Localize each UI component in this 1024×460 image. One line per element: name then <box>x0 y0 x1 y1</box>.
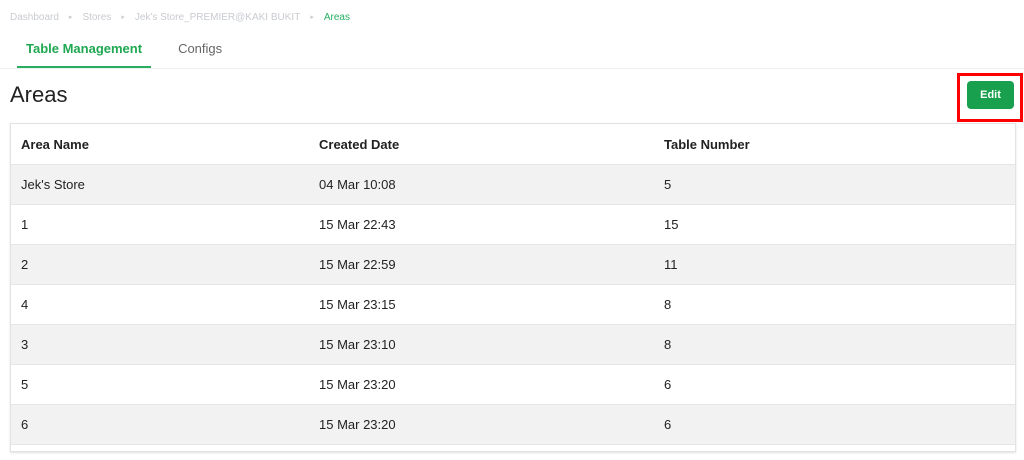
breadcrumb-current: Areas <box>323 12 350 23</box>
header-area-name: Area Name <box>21 136 89 152</box>
cell-area-name: Jek's Store <box>21 177 85 192</box>
header-table-number: Table Number <box>664 136 750 152</box>
cell-area-name: 4 <box>21 297 29 312</box>
cell-area-name: 6 <box>21 417 29 432</box>
tab-table-management[interactable]: Table Management <box>17 36 152 68</box>
cell-created-date: 15 Mar 23:20 <box>319 417 396 432</box>
cell-table-number: 15 <box>664 217 679 232</box>
breadcrumb-dashboard[interactable]: Dashboard <box>10 12 59 23</box>
table-header: Area Name Created Date Table Number <box>11 124 1015 165</box>
cell-table-number: 6 <box>664 377 672 392</box>
edit-button[interactable]: Edit <box>967 81 1014 109</box>
cell-table-number: 11 <box>664 257 678 272</box>
cell-created-date: 15 Mar 23:15 <box>319 297 396 312</box>
cell-area-name: 1 <box>21 217 29 232</box>
cell-created-date: 15 Mar 22:43 <box>319 217 396 232</box>
separator-icon: ▸ <box>310 14 314 21</box>
tab-configs[interactable]: Configs <box>178 41 223 56</box>
areas-table: Area Name Created Date Table Number Jek'… <box>10 123 1016 452</box>
divider <box>0 68 1024 69</box>
table-row[interactable]: 1 15 Mar 22:43 15 <box>11 205 1015 245</box>
table-row[interactable]: 3 15 Mar 23:10 8 <box>11 325 1015 365</box>
page-title: Areas <box>10 82 68 107</box>
tabs: Table Management Configs <box>17 36 249 68</box>
cell-area-name: 2 <box>21 257 29 272</box>
cell-table-number: 8 <box>664 297 672 312</box>
cell-table-number: 8 <box>664 337 672 352</box>
table-row[interactable]: 5 15 Mar 23:20 6 <box>11 365 1015 405</box>
cell-table-number: 5 <box>664 177 672 192</box>
cell-created-date: 15 Mar 23:10 <box>319 337 396 352</box>
cell-area-name: 3 <box>21 337 29 352</box>
table-row[interactable]: 2 15 Mar 22:59 11 <box>11 245 1015 285</box>
cell-area-name: 5 <box>21 377 29 392</box>
cell-table-number: 6 <box>664 417 672 432</box>
cell-created-date: 15 Mar 22:59 <box>319 257 396 272</box>
breadcrumb: Dashboard ▸ Stores ▸ Jek's Store_PREMIER@K… <box>10 12 360 23</box>
cell-created-date: 15 Mar 23:20 <box>319 377 396 392</box>
separator-icon: ▸ <box>68 14 73 21</box>
table-row[interactable]: 4 15 Mar 23:15 8 <box>11 285 1015 325</box>
cell-created-date: 04 Mar 10:08 <box>319 177 396 192</box>
breadcrumb-stores[interactable]: Stores <box>82 12 112 23</box>
header-created-date: Created Date <box>319 136 400 152</box>
breadcrumb-store[interactable]: Jek's Store_PREMIER@KAKI BUKIT <box>134 12 301 23</box>
table-row[interactable]: 6 15 Mar 23:20 6 <box>11 405 1015 445</box>
separator-icon: ▸ <box>121 14 125 21</box>
table-row[interactable]: Jek's Store 04 Mar 10:08 5 <box>11 165 1015 205</box>
